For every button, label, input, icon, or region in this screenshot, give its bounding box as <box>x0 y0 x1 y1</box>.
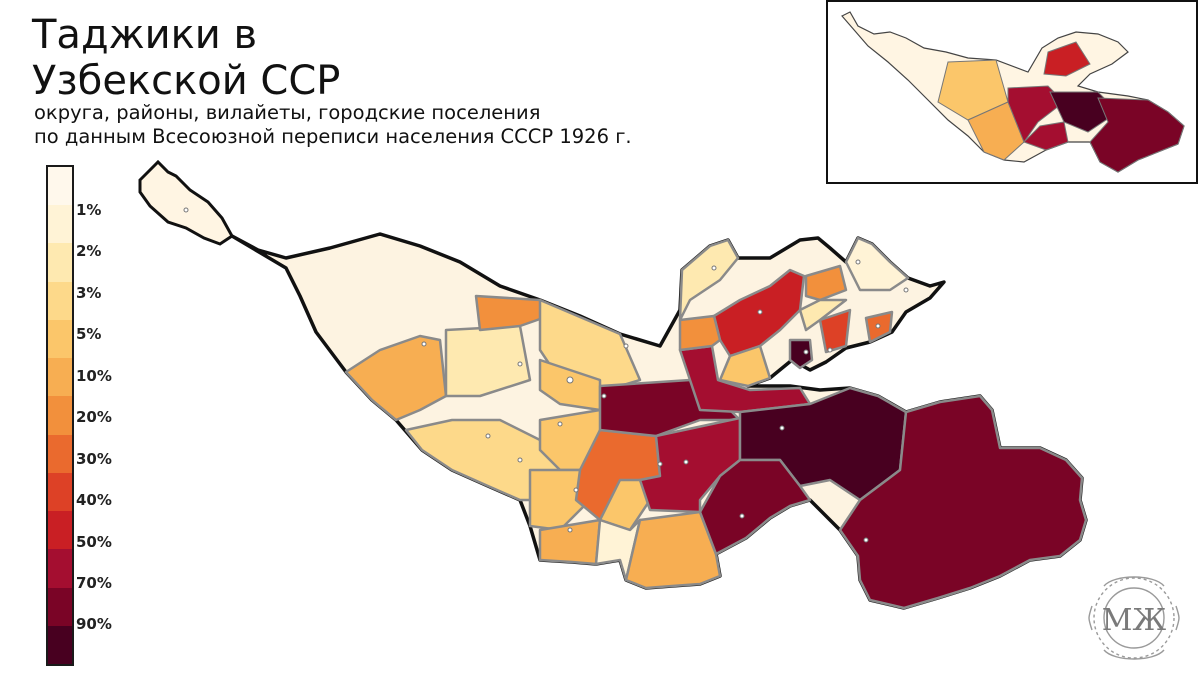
settlement-dot <box>623 343 629 349</box>
settlement-dot <box>517 457 523 463</box>
district <box>538 358 602 412</box>
district <box>598 478 652 532</box>
title-line-2: Узбекской ССР <box>32 58 341 104</box>
district <box>818 308 852 354</box>
district <box>788 338 814 370</box>
legend-label: 10% <box>76 367 112 385</box>
settlement-dot <box>875 323 881 329</box>
settlement-dot <box>485 433 491 439</box>
settlement-dot <box>601 393 607 399</box>
settlement-dot <box>855 259 861 265</box>
district <box>528 468 592 532</box>
legend-label: 30% <box>76 450 112 468</box>
settlement-dot <box>657 461 663 467</box>
district <box>678 344 812 414</box>
map-subtitle: округа, районы, вилайеты, городские посе… <box>34 101 632 149</box>
legend-swatch <box>48 281 72 320</box>
legend-swatch <box>48 319 72 359</box>
district <box>844 236 910 292</box>
settlement-dot <box>566 376 574 384</box>
legend-label: 90% <box>76 615 112 633</box>
map-title: Таджики в Узбекской ССР <box>32 12 340 104</box>
legend-label: 40% <box>76 491 112 509</box>
settlement-dot <box>567 527 573 533</box>
legend-label: 5% <box>76 325 102 343</box>
settlement-dot <box>803 349 809 355</box>
settlement-dot <box>557 421 563 427</box>
settlement-dot <box>779 425 785 431</box>
inset-district <box>1089 97 1185 173</box>
district <box>798 298 848 332</box>
legend-label: 3% <box>76 284 102 302</box>
inset-district <box>1023 121 1069 151</box>
legend-colorbar <box>46 165 74 666</box>
legend-swatch <box>48 167 72 206</box>
settlement-dot <box>573 487 579 493</box>
settlement-dot <box>827 347 833 353</box>
legend-swatch <box>48 358 72 397</box>
district <box>678 314 722 352</box>
settlement-dot <box>739 513 745 519</box>
district <box>698 458 812 556</box>
inset-district <box>1043 41 1091 77</box>
legend-swatch <box>48 549 72 588</box>
subtitle-line-2: по данным Всесоюзной переписи населения … <box>34 125 632 148</box>
legend-swatch <box>48 587 72 626</box>
settlement-dot <box>711 265 717 271</box>
legend-label: 20% <box>76 408 112 426</box>
legend-swatch <box>48 205 72 244</box>
legend-swatch <box>48 511 72 550</box>
settlement-dot <box>517 361 523 367</box>
legend-label: 50% <box>76 533 112 551</box>
district <box>718 344 772 388</box>
settlement-dot <box>757 309 763 315</box>
author-monogram-logo: МЖ <box>1088 576 1180 660</box>
legend-label: 2% <box>76 242 102 260</box>
settlement-dot <box>683 459 689 465</box>
legend-swatch <box>48 243 72 282</box>
settlement-dot <box>903 287 909 293</box>
inset-map <box>826 0 1198 184</box>
inset-district <box>967 101 1025 161</box>
inset-map-svg <box>841 11 1185 173</box>
subtitle-line-1: округа, районы, вилайеты, городские посе… <box>34 101 541 124</box>
logo-text: МЖ <box>1102 603 1167 638</box>
district <box>538 518 602 566</box>
legend-swatch <box>48 434 72 473</box>
legend-label: 70% <box>76 574 112 592</box>
district <box>838 394 1088 610</box>
legend-swatch <box>48 625 72 665</box>
legend-swatch <box>48 396 72 435</box>
legend-label: 1% <box>76 201 102 219</box>
district <box>678 238 740 322</box>
settlement-dot <box>421 341 427 347</box>
settlement-dot <box>183 207 189 213</box>
title-line-1: Таджики в <box>32 12 258 58</box>
inset-district <box>1007 85 1065 144</box>
settlement-dot <box>863 537 869 543</box>
territory-outline <box>138 159 234 246</box>
legend-swatch <box>48 472 72 512</box>
district <box>804 264 848 302</box>
